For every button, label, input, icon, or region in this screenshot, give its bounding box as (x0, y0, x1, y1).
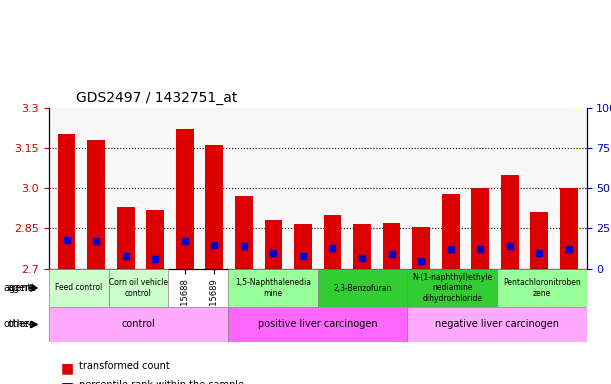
Bar (117, 207, 134, 269)
FancyBboxPatch shape (318, 269, 408, 307)
Text: 1,5-Naphthalenedia
mine: 1,5-Naphthalenedia mine (235, 278, 311, 298)
Bar (235, 196, 253, 269)
Bar (471, 188, 489, 269)
Bar (382, 223, 400, 269)
Text: Pentachloronitroben
zene: Pentachloronitroben zene (503, 278, 580, 298)
Bar (324, 215, 342, 269)
Text: 2,3-Benzofuran: 2,3-Benzofuran (334, 283, 392, 293)
Bar (294, 225, 312, 269)
Bar (353, 225, 371, 269)
Text: other: other (7, 319, 34, 329)
Text: negative liver carcinogen: negative liver carcinogen (435, 319, 559, 329)
Text: Feed control: Feed control (55, 283, 103, 293)
Text: ■: ■ (61, 361, 74, 375)
Bar (147, 210, 164, 269)
Bar (501, 175, 519, 269)
FancyBboxPatch shape (109, 269, 169, 307)
Text: agent: agent (7, 283, 35, 293)
FancyBboxPatch shape (408, 307, 587, 342)
Text: transformed count: transformed count (79, 361, 170, 371)
FancyBboxPatch shape (49, 269, 109, 307)
Bar (265, 220, 282, 269)
Text: N-(1-naphthyl)ethyle
nediamine
dihydrochloride: N-(1-naphthyl)ethyle nediamine dihydroch… (412, 273, 492, 303)
FancyBboxPatch shape (228, 307, 408, 342)
Bar (442, 194, 459, 269)
Bar (560, 188, 577, 269)
Text: ■: ■ (61, 380, 74, 384)
Text: positive liver carcinogen: positive liver carcinogen (258, 319, 378, 329)
Bar (176, 129, 194, 269)
FancyBboxPatch shape (408, 269, 497, 307)
Bar (530, 212, 548, 269)
Text: agent: agent (3, 283, 31, 293)
Text: Corn oil vehicle
control: Corn oil vehicle control (109, 278, 168, 298)
Text: percentile rank within the sample: percentile rank within the sample (79, 380, 244, 384)
Bar (87, 140, 105, 269)
Text: control: control (122, 319, 155, 329)
Text: other: other (3, 319, 29, 329)
Bar (205, 145, 223, 269)
Bar (58, 134, 76, 269)
Text: GDS2497 / 1432751_at: GDS2497 / 1432751_at (76, 91, 237, 105)
FancyBboxPatch shape (497, 269, 587, 307)
FancyBboxPatch shape (228, 269, 318, 307)
FancyBboxPatch shape (49, 307, 228, 342)
Bar (412, 227, 430, 269)
